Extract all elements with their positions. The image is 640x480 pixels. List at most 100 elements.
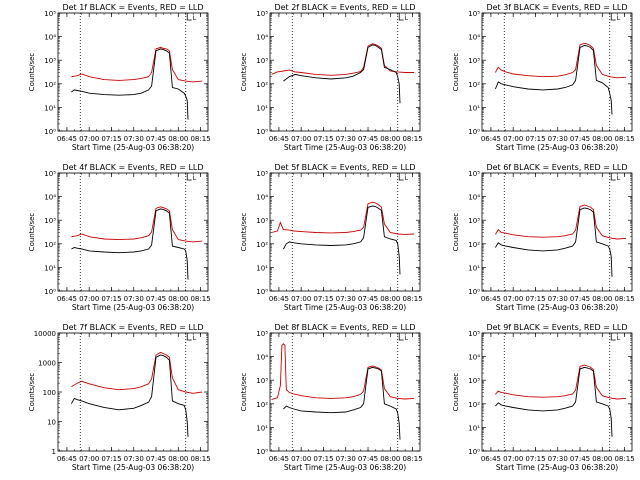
y-tick-label: 10⁵ <box>256 170 268 178</box>
plot-frame <box>269 12 421 132</box>
y-tick-label: 10⁰ <box>468 288 480 296</box>
x-tick-label: 06:45 <box>481 455 501 463</box>
panel-title: Det 5f BLACK = Events, RED = LLD <box>274 163 415 172</box>
y-axis-label: Counts/sec <box>452 213 460 252</box>
x-tick-label: 07:30 <box>336 295 356 303</box>
panel-3: Det 3f BLACK = Events, RED = LLD 10⁰ 10¹ 10… <box>452 3 635 152</box>
y-tick-label: 10⁴ <box>256 354 268 362</box>
x-tick-label: 07:15 <box>313 455 333 463</box>
y-tick-label: 10² <box>44 241 56 249</box>
series-events-line <box>495 207 613 277</box>
top-marker-bracket <box>610 333 616 341</box>
x-tick-label: 08:15 <box>190 455 210 463</box>
x-tick-label: 07:00 <box>503 135 523 143</box>
top-marker-label: L <box>193 335 197 342</box>
y-tick-label: 10¹ <box>468 264 480 272</box>
series-events-line <box>283 205 401 275</box>
x-tick-label: 07:45 <box>570 295 590 303</box>
top-marker-bracket <box>398 173 404 181</box>
top-marker-label: L <box>193 15 197 22</box>
x-tick-label: 08:00 <box>592 135 612 143</box>
y-tick-label: 10¹ <box>256 104 268 112</box>
y-axis-label: Counts/sec <box>452 53 460 92</box>
series-lld-line <box>495 204 627 240</box>
y-tick-label: 10⁴ <box>468 34 480 42</box>
x-axis-label: Start Time (25-Aug-03 06:38:20) <box>496 463 618 472</box>
series-lld-line <box>495 42 627 79</box>
plot-frame <box>57 12 209 132</box>
x-tick-label: 07:45 <box>358 135 378 143</box>
y-axis-label: Counts/sec <box>240 373 248 412</box>
x-tick-label: 07:15 <box>313 295 333 303</box>
top-marker-label: L <box>405 175 409 182</box>
top-marker-label: L <box>617 15 621 22</box>
y-axis-label: Counts/sec <box>452 373 460 412</box>
x-tick-label: 08:00 <box>168 135 188 143</box>
top-marker-bracket <box>610 13 616 21</box>
y-tick-label: 10¹ <box>44 104 56 112</box>
panel-title: Det 3f BLACK = Events, RED = LLD <box>486 3 627 12</box>
y-tick-label: 10⁴ <box>44 194 56 202</box>
x-tick-label: 07:00 <box>291 135 311 143</box>
x-tick-label: 07:30 <box>548 455 568 463</box>
plot-frame <box>481 12 633 132</box>
y-axis-label: Counts/sec <box>28 373 36 412</box>
x-axis-label: Start Time (25-Aug-03 06:38:20) <box>284 463 406 472</box>
x-tick-label: 08:00 <box>380 135 400 143</box>
y-tick-label: 10000 <box>34 330 56 338</box>
y-tick-label: 10⁴ <box>468 354 480 362</box>
y-tick-label: 10³ <box>468 377 480 385</box>
top-marker-bracket <box>186 173 192 181</box>
x-tick-label: 08:15 <box>402 455 422 463</box>
x-tick-label: 07:45 <box>146 135 166 143</box>
x-tick-label: 07:45 <box>358 295 378 303</box>
panel-title: Det 2f BLACK = Events, RED = LLD <box>274 3 415 12</box>
plot-frame <box>481 332 633 452</box>
panel-5: Det 5f BLACK = Events, RED = LLD 10⁰ 10¹ 10… <box>240 163 423 312</box>
x-axis-label: Start Time (25-Aug-03 06:38:20) <box>496 143 618 152</box>
y-axis-label: Counts/sec <box>240 53 248 92</box>
x-tick-label: 08:00 <box>380 295 400 303</box>
x-tick-label: 07:15 <box>525 295 545 303</box>
y-tick-label: 10⁴ <box>256 194 268 202</box>
top-marker-bracket <box>610 173 616 181</box>
series-events-line <box>495 366 613 437</box>
y-tick-label: 10⁵ <box>468 330 480 338</box>
y-tick-label: 10³ <box>256 377 268 385</box>
x-axis-label: Start Time (25-Aug-03 06:38:20) <box>72 143 194 152</box>
plot-frame <box>269 172 421 292</box>
x-tick-label: 08:15 <box>190 135 210 143</box>
y-axis-label: Counts/sec <box>28 213 36 252</box>
x-tick-label: 06:45 <box>57 455 77 463</box>
top-marker-bracket <box>398 333 404 341</box>
x-axis-label: Start Time (25-Aug-03 06:38:20) <box>284 143 406 152</box>
y-tick-label: 10⁰ <box>256 288 268 296</box>
y-tick-label: 10⁰ <box>256 448 268 456</box>
series-lld-line <box>271 201 415 235</box>
y-tick-label: 10⁰ <box>256 128 268 136</box>
series-lld-line <box>71 206 203 243</box>
y-tick-label: 10⁰ <box>468 128 480 136</box>
top-marker-label: L <box>405 335 409 342</box>
x-tick-label: 08:15 <box>614 295 634 303</box>
panel-title: Det 4f BLACK = Events, RED = LLD <box>62 163 203 172</box>
x-tick-label: 07:15 <box>525 455 545 463</box>
x-tick-label: 08:00 <box>168 455 188 463</box>
top-marker-label: L <box>193 175 197 182</box>
x-tick-label: 07:00 <box>291 455 311 463</box>
x-tick-label: 07:15 <box>101 135 121 143</box>
y-axis-label: Counts/sec <box>240 213 248 252</box>
y-tick-label: 10⁵ <box>468 10 480 18</box>
y-tick-label: 10⁵ <box>468 170 480 178</box>
y-tick-label: 10⁵ <box>44 170 56 178</box>
x-tick-label: 07:30 <box>124 135 144 143</box>
panel-8: Det 8f BLACK = Events, RED = LLD 10⁰ 10¹ 10… <box>240 323 423 472</box>
x-tick-label: 07:00 <box>503 455 523 463</box>
series-events-line <box>283 366 401 440</box>
y-tick-label: 10¹ <box>468 104 480 112</box>
y-tick-label: 10² <box>44 81 56 89</box>
x-tick-label: 08:15 <box>614 455 634 463</box>
x-tick-label: 07:00 <box>503 295 523 303</box>
y-tick-label: 10² <box>468 401 480 409</box>
